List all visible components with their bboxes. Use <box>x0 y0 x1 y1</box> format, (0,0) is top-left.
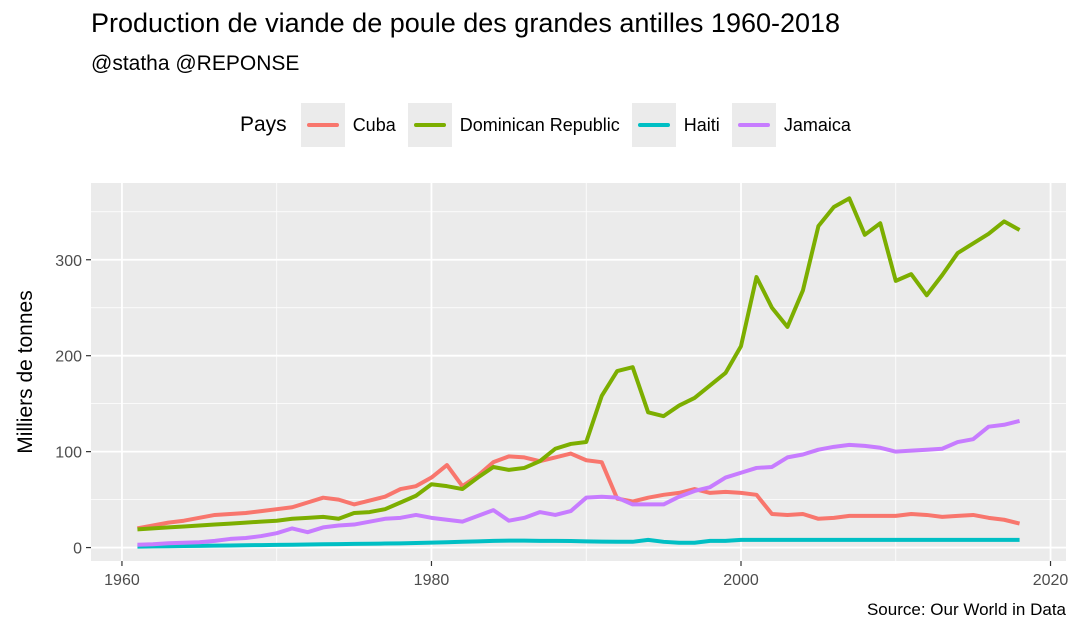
x-tick-label: 1980 <box>414 572 450 589</box>
series-line-cuba <box>137 451 1021 531</box>
legend-item-dominican-republic: Dominican Republic <box>407 103 620 147</box>
y-axis-label: Milliers de tonnes <box>14 290 37 453</box>
x-tick-label: 2020 <box>1033 572 1069 589</box>
legend-key-haiti <box>631 103 676 147</box>
legend-swatch-dominican-republic <box>413 123 446 127</box>
legend-swatch-cuba <box>306 123 339 127</box>
legend-key-cuba <box>300 103 345 147</box>
series-line-haiti <box>137 537 1020 549</box>
legend-label-jamaica: Jamaica <box>783 114 851 135</box>
series-line-jamaica <box>137 418 1021 547</box>
chart-caption: Source: Our World in Data <box>866 600 1066 619</box>
x-tick-label: 1960 <box>104 572 140 589</box>
legend-item-jamaica: Jamaica <box>731 103 851 147</box>
legend: Pays Cuba Dominican Republic Haiti Jamai… <box>240 103 863 147</box>
y-tick-label: 200 <box>55 349 82 366</box>
plot-panel <box>91 183 1066 561</box>
y-tick-label: 0 <box>73 541 82 558</box>
legend-item-cuba: Cuba <box>300 103 396 147</box>
legend-label-haiti: Haiti <box>683 114 720 135</box>
line-chart: 1960 1980 2000 2020 0 100 200 300 Milliers de to… <box>14 183 1069 589</box>
series-line-dominican-republic <box>137 196 1021 532</box>
legend-swatch-haiti <box>637 123 670 127</box>
x-tick-label: 2000 <box>723 572 759 589</box>
chart-subtitle: @statha @REPONSE <box>91 52 300 75</box>
legend-swatch-jamaica <box>737 123 770 127</box>
legend-key-jamaica <box>731 103 776 147</box>
y-tick-label: 100 <box>55 445 82 462</box>
chart-title: Production de viande de poule des grande… <box>91 8 841 38</box>
legend-title: Pays <box>240 113 287 136</box>
legend-label-cuba: Cuba <box>352 114 396 135</box>
legend-label-dominican-republic: Dominican Republic <box>459 114 620 135</box>
legend-item-haiti: Haiti <box>631 103 720 147</box>
legend-key-dominican-republic <box>407 103 452 147</box>
y-tick-label: 300 <box>55 253 82 270</box>
